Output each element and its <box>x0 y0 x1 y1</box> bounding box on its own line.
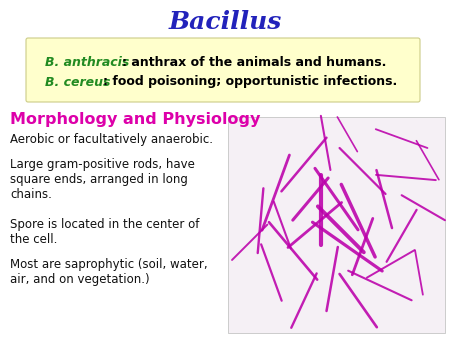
Text: Large gram-positive rods, have
square ends, arranged in long
chains.: Large gram-positive rods, have square en… <box>10 158 195 201</box>
Text: Aerobic or facultatively anaerobic.: Aerobic or facultatively anaerobic. <box>10 133 213 146</box>
Text: Bacillus: Bacillus <box>168 10 282 34</box>
Text: B. cereus: B. cereus <box>45 75 111 89</box>
FancyBboxPatch shape <box>26 38 420 102</box>
Text: Most are saprophytic (soil, water,
air, and on vegetation.): Most are saprophytic (soil, water, air, … <box>10 258 207 286</box>
Text: Morphology and Physiology: Morphology and Physiology <box>10 112 261 127</box>
Text: B. anthracis: B. anthracis <box>45 55 130 69</box>
FancyBboxPatch shape <box>228 117 445 333</box>
Text: : food poisoning; opportunistic infections.: : food poisoning; opportunistic infectio… <box>103 75 397 89</box>
Text: : anthrax of the animals and humans.: : anthrax of the animals and humans. <box>122 55 387 69</box>
Text: Spore is located in the center of
the cell.: Spore is located in the center of the ce… <box>10 218 199 246</box>
